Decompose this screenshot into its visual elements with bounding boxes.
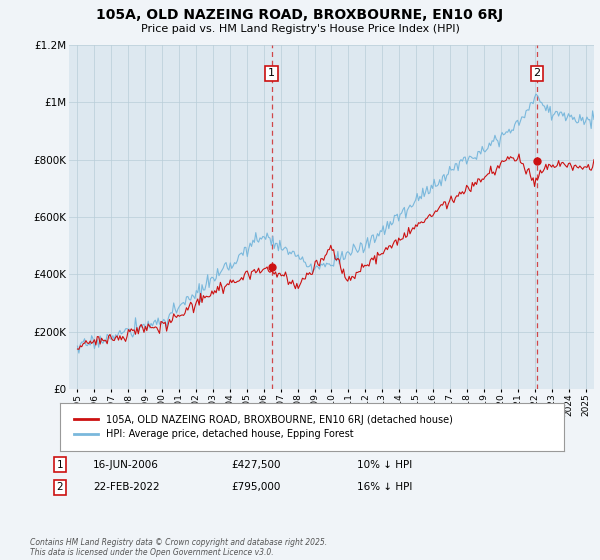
Text: 16% ↓ HPI: 16% ↓ HPI [357,482,412,492]
Legend: 105A, OLD NAZEING ROAD, BROXBOURNE, EN10 6RJ (detached house), HPI: Average pric: 105A, OLD NAZEING ROAD, BROXBOURNE, EN10… [70,410,457,444]
Text: Contains HM Land Registry data © Crown copyright and database right 2025.
This d: Contains HM Land Registry data © Crown c… [30,538,327,557]
Text: 1: 1 [56,460,64,470]
Text: 105A, OLD NAZEING ROAD, BROXBOURNE, EN10 6RJ: 105A, OLD NAZEING ROAD, BROXBOURNE, EN10… [97,8,503,22]
Text: 16-JUN-2006: 16-JUN-2006 [93,460,159,470]
Text: 22-FEB-2022: 22-FEB-2022 [93,482,160,492]
Text: 10% ↓ HPI: 10% ↓ HPI [357,460,412,470]
Text: £427,500: £427,500 [231,460,281,470]
Text: 2: 2 [56,482,64,492]
Text: Price paid vs. HM Land Registry's House Price Index (HPI): Price paid vs. HM Land Registry's House … [140,24,460,34]
Text: 2: 2 [533,68,541,78]
Text: £795,000: £795,000 [231,482,280,492]
Text: 1: 1 [268,68,275,78]
